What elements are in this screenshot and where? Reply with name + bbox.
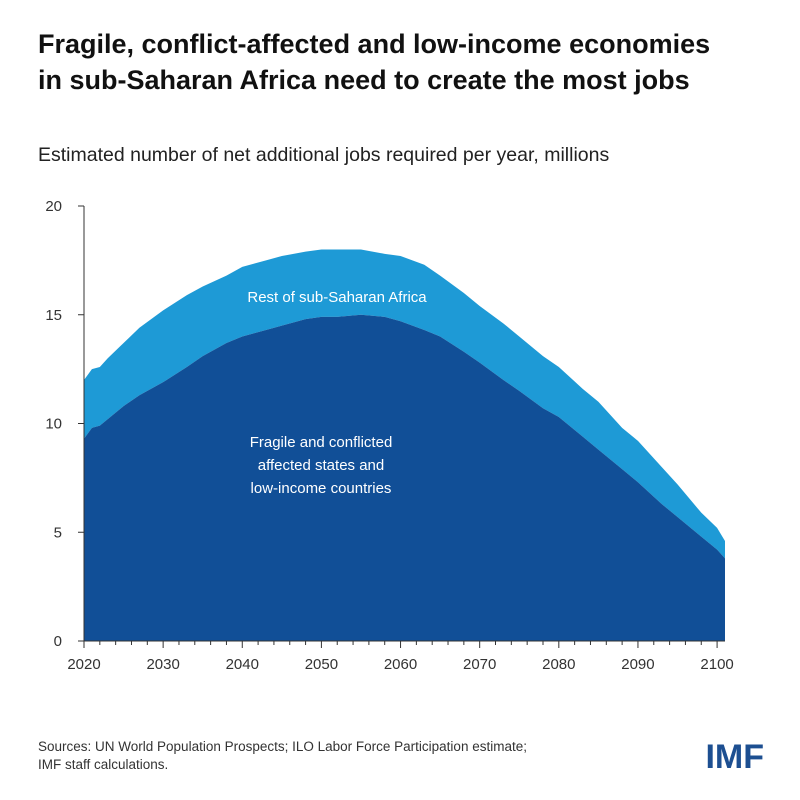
imf-logo: IMF [705,738,764,776]
y-tick-label: 10 [45,416,62,433]
x-tick-label: 2070 [463,656,496,673]
x-tick-label: 2040 [226,656,259,673]
y-tick-label: 0 [54,633,62,650]
x-tick-label: 2100 [700,656,733,673]
area-rest-of-ssa [84,249,725,559]
x-tick-label: 2050 [305,656,338,673]
chart-title: Fragile, conflict-affected and low-incom… [38,26,778,98]
x-tick-label: 2080 [542,656,575,673]
annotation-fragile-line-3: low-income countries [251,480,392,497]
x-tick-label: 2060 [384,656,417,673]
title-line-2: in sub-Saharan Africa need to create the… [38,65,690,95]
x-tick-label: 2020 [67,656,100,673]
source-line-2: IMF staff calculations. [38,757,169,772]
y-tick-label: 20 [45,198,62,215]
area-fragile-states [84,314,725,641]
y-tick-label: 15 [45,307,62,324]
source-line-1: Sources: UN World Population Prospects; … [38,739,527,754]
title-line-1: Fragile, conflict-affected and low-incom… [38,29,711,59]
annotation-fragile-line-2: affected states and [258,457,384,474]
x-tick-label: 2030 [146,656,179,673]
annotation-rest: Rest of sub-Saharan Africa [247,289,427,306]
x-tick-label: 2090 [621,656,654,673]
chart-areas [84,249,725,641]
source-note: Sources: UN World Population Prospects; … [38,738,638,774]
chart-subtitle: Estimated number of net additional jobs … [38,144,610,166]
y-tick-label: 5 [54,524,62,541]
annotation-fragile-line-1: Fragile and conflicted [250,434,393,451]
